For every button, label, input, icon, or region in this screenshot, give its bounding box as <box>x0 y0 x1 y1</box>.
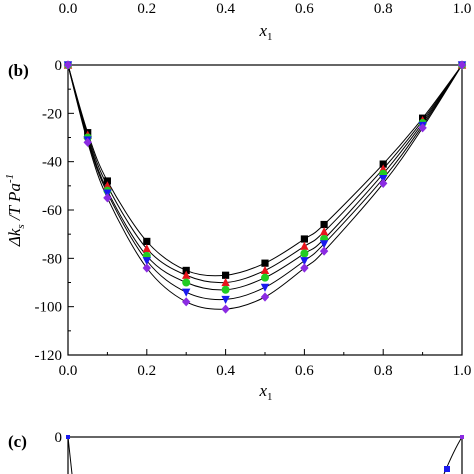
panel-b-marker-s1 <box>142 244 151 253</box>
panel-b-plot-frame <box>67 64 463 356</box>
panel-b-marker-s4 <box>379 178 388 189</box>
panel-c-marker-start <box>66 435 70 439</box>
panel-b-marker-s0 <box>379 160 387 168</box>
panel-b-marker-s2 <box>182 278 191 287</box>
panel-b-x-tick-label: 0.2 <box>137 363 156 379</box>
panel-b-marker-s1 <box>319 227 329 236</box>
panel-c: (c) 0 <box>8 430 464 474</box>
panel-b-marker-s4 <box>142 263 151 273</box>
panel-b-marker-s2 <box>221 285 230 294</box>
panel-b-fit-curve-2 <box>67 64 463 291</box>
panel-a-x-tick-label: 1.0 <box>453 1 472 17</box>
panel-b-x-tick-label: 0.0 <box>59 363 78 379</box>
panel-b-label: (b) <box>8 61 29 80</box>
panel-b-marker-s4 <box>300 263 309 273</box>
panel-a-x-tick-labels: 0.0 0.2 0.4 0.6 0.8 1.0 <box>59 1 472 17</box>
panel-b-y-tick-label: -40 <box>42 155 62 171</box>
panel-b-marker-s3 <box>142 257 151 266</box>
panel-b-marker-s3 <box>182 288 191 297</box>
panel-c-y-tick-label-0: 0 <box>55 430 63 446</box>
panel-b-marker-s4 <box>182 297 191 307</box>
panel-b-data-markers <box>63 60 467 314</box>
panel-b-y-tick-label: -100 <box>35 300 63 316</box>
panel-b-marker-s0 <box>320 220 328 229</box>
panel-b-marker-s1 <box>300 241 309 250</box>
panel-a-x-tick-label: 0.0 <box>59 1 78 17</box>
panel-b-marker-s2 <box>300 249 309 258</box>
panel-b-marker-s4 <box>457 60 467 70</box>
panel-b-x-tick-label: 0.4 <box>216 363 235 379</box>
panel-b-x-tick-label: 0.6 <box>295 363 314 379</box>
panel-b-y-tick-label: -80 <box>42 251 62 267</box>
panel-b-marker-s1 <box>260 265 270 275</box>
panel-c-marker-right-1 <box>444 466 450 472</box>
panel-b-x-axis-title: x1 <box>258 381 272 403</box>
panel-b-fit-curve-0 <box>67 64 463 277</box>
panel-a-x-axis-title: x1 <box>258 21 272 43</box>
panel-b-marker-s4 <box>319 246 329 256</box>
panel-b-marker-s0 <box>300 235 308 243</box>
panel-b-marker-s3 <box>221 295 230 305</box>
panel-c-label: (c) <box>8 432 27 451</box>
panel-b-marker-s4 <box>260 292 270 302</box>
panel-b-marker-s4 <box>418 123 427 133</box>
panel-c-marker-end <box>460 435 464 439</box>
panel-b-marker-s4 <box>221 304 230 314</box>
panel-b-x-tick-label: 0.8 <box>374 363 393 379</box>
panel-b-marker-s0 <box>143 237 151 246</box>
panel-b-marker-s3 <box>319 240 329 249</box>
panel-a-x-tick-label: 0.2 <box>137 1 156 17</box>
panel-a-x-tick-label: 0.6 <box>295 1 314 17</box>
panel-b: (b) 0-20-40-60-80-100-120 0.0 0.2 0.4 0.6 0.… <box>4 58 471 403</box>
panel-b-marker-s4 <box>63 60 73 70</box>
panel-b-y-axis-title: Δks /T Pa-1 <box>4 174 27 247</box>
panel-b-y-tick-label: -60 <box>42 203 62 219</box>
panel-c-left-curve <box>67 436 73 474</box>
panel-a: 0.0 0.2 0.4 0.6 0.8 1.0 x1 <box>59 1 472 43</box>
panel-b-marker-s0 <box>182 266 190 275</box>
panel-b-marker-s1 <box>221 277 230 287</box>
panel-b-x-tick-label: 1.0 <box>453 363 472 379</box>
panel-b-fit-curve-1 <box>67 64 463 284</box>
panel-b-marker-s0 <box>222 271 230 279</box>
panel-b-y-tick-label: -20 <box>42 106 62 122</box>
panel-b-marker-s2 <box>261 273 269 282</box>
panel-b-marker-s3 <box>260 283 270 292</box>
panel-b-x-ticks: 0.0 0.2 0.4 0.6 0.8 1.0 <box>59 349 472 379</box>
panel-b-y-tick-label: -120 <box>35 348 63 364</box>
panel-a-x-tick-label: 0.4 <box>216 1 235 17</box>
panel-b-marker-s4 <box>83 137 92 147</box>
panel-a-x-tick-label: 0.8 <box>374 1 393 17</box>
panel-b-marker-s1 <box>182 270 191 279</box>
panel-b-marker-s0 <box>261 259 269 267</box>
panel-c-plot-frame <box>67 436 463 474</box>
panel-b-marker-s4 <box>103 193 112 203</box>
panel-b-marker-s0 <box>103 177 111 185</box>
panel-b-y-tick-label: 0 <box>55 58 63 74</box>
panel-b-y-ticks: 0 -20 -40 -60 -80 -100 -120 <box>35 58 74 364</box>
panel-b-marker-s3 <box>300 257 309 266</box>
